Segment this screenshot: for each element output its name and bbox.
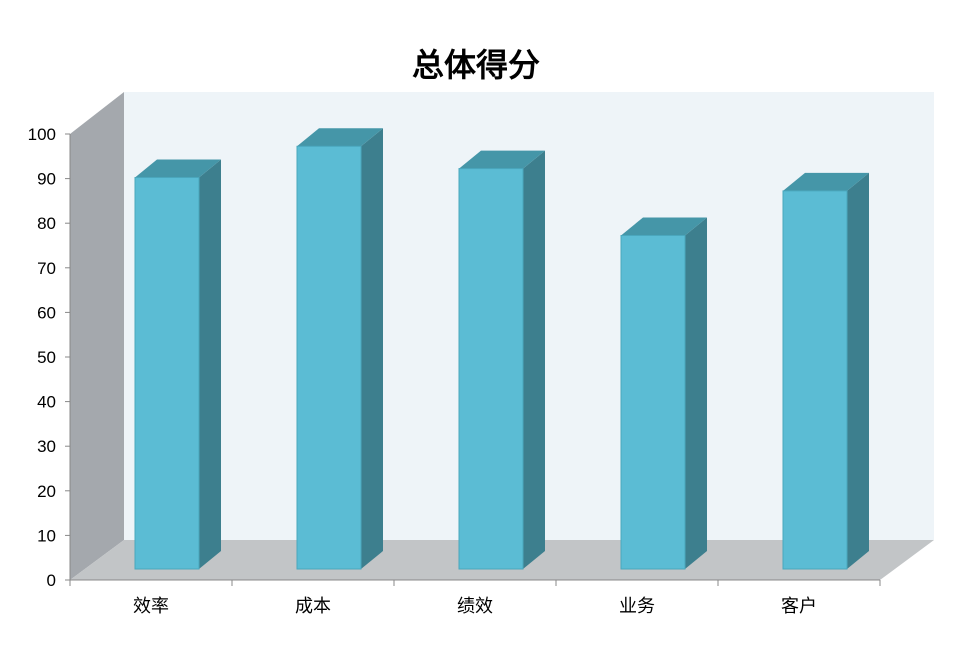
x-axis-ticks: 效率 成本 绩效 业务 客户 bbox=[69, 580, 881, 617]
bar-side bbox=[847, 172, 869, 569]
y-tick-label: 50 bbox=[37, 348, 56, 367]
bar-top bbox=[783, 172, 869, 191]
y-tick-label: 10 bbox=[37, 526, 56, 545]
bar-front bbox=[458, 168, 524, 570]
bar bbox=[782, 172, 869, 570]
x-tick-label: 效率 bbox=[133, 596, 169, 617]
bar-side bbox=[523, 150, 545, 569]
y-tick-label: 100 bbox=[28, 125, 56, 144]
y-tick-label: 90 bbox=[37, 170, 56, 189]
bar bbox=[458, 150, 545, 570]
bar-front bbox=[620, 235, 686, 570]
bar bbox=[134, 159, 221, 570]
bar-top bbox=[135, 159, 221, 178]
x-tick-label: 业务 bbox=[619, 596, 655, 617]
x-tick-label: 绩效 bbox=[457, 596, 493, 617]
y-tick-label: 70 bbox=[37, 259, 56, 278]
x-tick-label: 客户 bbox=[781, 596, 817, 617]
bars bbox=[134, 128, 869, 570]
bar-top bbox=[297, 128, 383, 147]
bar bbox=[620, 217, 707, 570]
y-axis-ticks: 0 10 20 30 40 50 60 70 80 90 100 bbox=[28, 125, 70, 590]
bar-front bbox=[782, 190, 848, 570]
bar-top bbox=[459, 150, 545, 169]
bar-front bbox=[296, 145, 362, 570]
bar-side bbox=[685, 217, 707, 569]
bar-top bbox=[621, 217, 707, 236]
chart-side-wall bbox=[70, 92, 124, 580]
y-tick-label: 0 bbox=[47, 571, 56, 590]
y-tick-label: 60 bbox=[37, 303, 56, 322]
bar-side bbox=[199, 159, 221, 569]
bar bbox=[296, 128, 383, 570]
y-tick-label: 40 bbox=[37, 393, 56, 412]
y-tick-label: 80 bbox=[37, 214, 56, 233]
x-tick-label: 成本 bbox=[295, 596, 331, 617]
bar-front bbox=[134, 177, 200, 570]
y-tick-label: 30 bbox=[37, 437, 56, 456]
y-tick-label: 20 bbox=[37, 482, 56, 501]
chart-title: 总体得分 bbox=[412, 46, 540, 84]
bar-side bbox=[361, 128, 383, 570]
